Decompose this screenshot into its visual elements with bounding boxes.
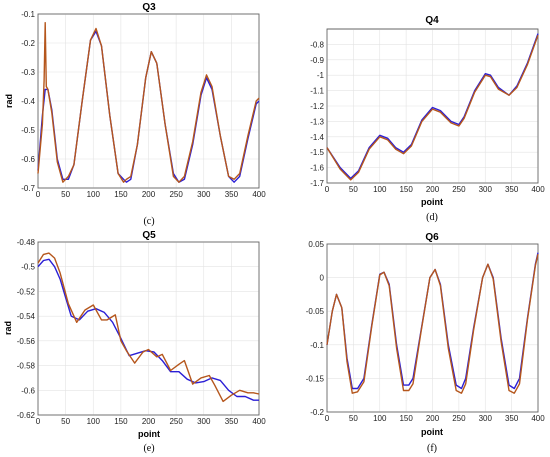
y-tick-label: -0.6 bbox=[21, 155, 35, 164]
x-tick-label: 350 bbox=[225, 417, 239, 426]
y-tick-label: -0.8 bbox=[310, 40, 324, 49]
series-line bbox=[37, 252, 260, 403]
chart-panel-q5: Q5 rad point (e) 0 50 100 150 200 250 300 350 40… bbox=[3, 230, 266, 454]
x-axis-label: point bbox=[421, 197, 443, 207]
y-tick-label: -1.7 bbox=[310, 179, 324, 188]
x-tick-label: 150 bbox=[399, 414, 413, 423]
x-tick-label: 100 bbox=[373, 185, 387, 194]
x-tick-label: 0 bbox=[325, 185, 330, 194]
x-tick-label: 50 bbox=[61, 417, 70, 426]
x-tick-label: 150 bbox=[114, 190, 128, 199]
y-tick-label: -1.6 bbox=[310, 164, 324, 173]
y-tick-label: 0.05 bbox=[308, 240, 324, 249]
x-tick-label: 100 bbox=[87, 417, 101, 426]
x-tick-label: 100 bbox=[87, 190, 101, 199]
series-line bbox=[326, 253, 539, 394]
y-tick-label: -0.1 bbox=[21, 10, 35, 19]
panel-caption: (e) bbox=[143, 443, 154, 454]
x-tick-label: 400 bbox=[252, 417, 266, 426]
y-tick-label: -1.4 bbox=[310, 133, 324, 142]
x-tick-label: 300 bbox=[197, 417, 211, 426]
chart-title: Q3 bbox=[142, 2, 156, 13]
y-tick-label: -0.54 bbox=[17, 312, 36, 321]
x-tick-label: 250 bbox=[452, 414, 466, 423]
plot-border bbox=[326, 243, 539, 413]
y-tick-label: -0.7 bbox=[21, 184, 35, 193]
y-tick-label: -0.9 bbox=[310, 56, 324, 65]
x-tick-label: 100 bbox=[373, 414, 387, 423]
y-tick-label: -0.62 bbox=[17, 411, 36, 420]
x-tick-label: 250 bbox=[169, 190, 183, 199]
y-axis-label: rad bbox=[4, 94, 14, 108]
chart-panel-q4: Q4 point (d) 0 50 100 150 200 250 300 350 400 -1.… bbox=[310, 15, 545, 223]
x-tick-label: 250 bbox=[452, 185, 466, 194]
x-axis-label: point bbox=[421, 427, 443, 437]
x-tick-label: 250 bbox=[169, 417, 183, 426]
y-tick-label: -0.52 bbox=[17, 287, 36, 296]
y-tick-label: -0.3 bbox=[21, 68, 35, 77]
panel-caption: (d) bbox=[426, 212, 438, 223]
chart-title: Q4 bbox=[425, 15, 439, 26]
y-tick-label: 0 bbox=[320, 274, 325, 283]
y-tick-label: -0.48 bbox=[17, 238, 36, 247]
chart-panel-q3: Q3 rad (c) 0 50 100 150 200 250 300 350 400 -0.7 -… bbox=[4, 2, 266, 227]
x-tick-label: 400 bbox=[531, 414, 545, 423]
x-tick-label: 50 bbox=[349, 414, 358, 423]
chart-panel-q6: Q6 point (f) 0 50 100 150 200 250 300 350 400 -0.… bbox=[306, 232, 545, 454]
x-tick-label: 0 bbox=[36, 417, 41, 426]
y-tick-label: -0.5 bbox=[21, 126, 35, 135]
plot-border bbox=[326, 28, 539, 184]
x-tick-label: 200 bbox=[142, 417, 156, 426]
x-tick-label: 150 bbox=[114, 417, 128, 426]
x-tick-label: 200 bbox=[142, 190, 156, 199]
y-tick-label: -0.58 bbox=[17, 362, 36, 371]
y-axis-label: rad bbox=[3, 321, 13, 335]
x-tick-label: 200 bbox=[426, 185, 440, 194]
y-tick-label: -0.6 bbox=[21, 386, 35, 395]
x-tick-label: 150 bbox=[399, 185, 413, 194]
y-tick-label: -0.2 bbox=[21, 39, 35, 48]
y-tick-label: -1.1 bbox=[310, 87, 324, 96]
x-tick-label: 350 bbox=[505, 414, 519, 423]
y-tick-label: -0.05 bbox=[306, 307, 325, 316]
x-tick-label: 50 bbox=[61, 190, 70, 199]
y-tick-label: -1.2 bbox=[310, 102, 324, 111]
series-line bbox=[37, 258, 259, 401]
x-tick-label: 300 bbox=[479, 414, 493, 423]
chart-title: Q6 bbox=[425, 232, 439, 243]
x-tick-label: 300 bbox=[197, 190, 211, 199]
y-tick-label: -0.56 bbox=[17, 337, 36, 346]
x-tick-label: 300 bbox=[479, 185, 493, 194]
x-tick-label: 400 bbox=[531, 185, 545, 194]
y-tick-label: -0.2 bbox=[310, 408, 324, 417]
plot-border bbox=[37, 241, 260, 416]
y-tick-label: -0.4 bbox=[21, 97, 35, 106]
x-tick-label: 350 bbox=[505, 185, 519, 194]
y-tick-label: -1.5 bbox=[310, 148, 324, 157]
chart-title: Q5 bbox=[142, 230, 156, 241]
x-tick-label: 0 bbox=[325, 414, 330, 423]
y-tick-label: -0.15 bbox=[306, 374, 325, 383]
y-tick-label: -0.1 bbox=[310, 341, 324, 350]
x-axis-label: point bbox=[138, 429, 160, 439]
x-tick-label: 0 bbox=[36, 190, 41, 199]
y-tick-label: -1 bbox=[317, 71, 325, 80]
panel-caption: (c) bbox=[143, 216, 154, 227]
x-tick-label: 350 bbox=[225, 190, 239, 199]
y-tick-label: -1.3 bbox=[310, 117, 324, 126]
x-tick-label: 400 bbox=[252, 190, 266, 199]
series-line bbox=[326, 34, 539, 181]
x-tick-label: 200 bbox=[426, 414, 440, 423]
panel-caption: (f) bbox=[427, 443, 437, 454]
y-tick-label: -0.5 bbox=[21, 263, 35, 272]
x-tick-label: 50 bbox=[349, 185, 358, 194]
series-line bbox=[37, 22, 260, 183]
